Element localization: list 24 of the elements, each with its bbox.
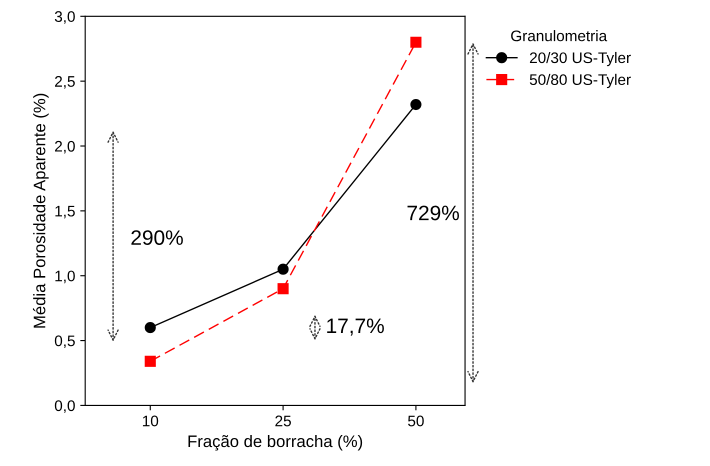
y-tick-label: 0,0 [54, 400, 75, 413]
legend-label: 50/80 US-Tyler [530, 74, 631, 88]
y-tick-label: 2,0 [55, 140, 75, 154]
y-tick-label: 1,5 [55, 206, 75, 218]
y-tick-label: 3,0 [54, 11, 75, 24]
point [278, 283, 289, 294]
x-axis-title: Fração de borracha (%) [188, 434, 362, 451]
point [278, 264, 289, 275]
annotation: 729% [408, 206, 459, 220]
legend-label: 20/30 US-Tyler [530, 52, 631, 66]
y-tick-label: 2,5 [55, 76, 75, 89]
y-tick-label: 0,5 [54, 335, 75, 348]
point [410, 36, 422, 48]
x-tick-label: 25 [275, 416, 291, 426]
x-tick-label: 50 [408, 416, 424, 426]
point [144, 322, 156, 334]
y-axis-title: Média Porosidade Aparente (%) [32, 94, 49, 328]
annotation: 290% [131, 230, 183, 245]
annotation: 17,7% [327, 318, 384, 336]
point [410, 98, 422, 110]
point [144, 356, 156, 367]
x-tick-label: 10 [142, 416, 158, 426]
y-tick-label: 1,0 [55, 270, 75, 284]
legend-title: Granulometria [511, 30, 608, 42]
